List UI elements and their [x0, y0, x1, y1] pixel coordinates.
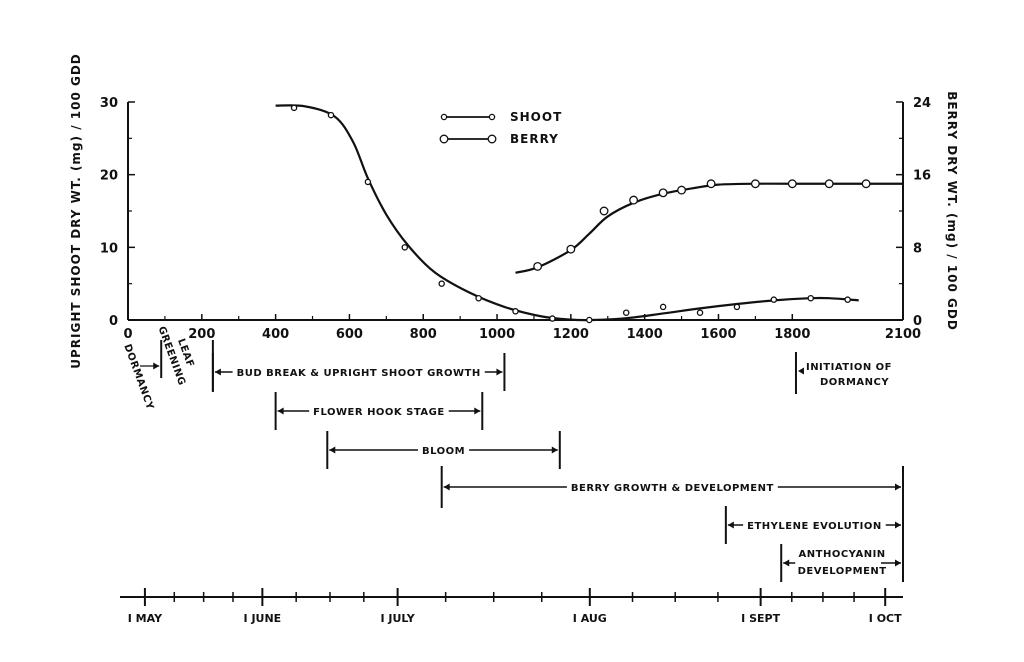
shoot-point	[327, 111, 335, 119]
berry-point	[566, 244, 576, 254]
berry-point	[533, 261, 543, 271]
shoot-point	[438, 280, 445, 287]
right-y-tick-label: 24	[913, 96, 931, 111]
left-y-tick-label: 20	[100, 169, 118, 184]
berry-legend-marker	[487, 134, 497, 144]
anthocyanin-arrow-left-head	[783, 559, 790, 567]
right-y-tick-label: 0	[913, 314, 922, 329]
x-tick-label: 600	[336, 327, 363, 342]
legend: SHOOT BERRY	[439, 110, 562, 146]
berry-point	[787, 179, 797, 189]
x-tick-label: 2100	[885, 327, 921, 342]
ethylene-label: ETHYLENE EVOLUTION	[747, 521, 882, 532]
right-y-axis-title: BERRY DRY WT. (mg) / 100 GDD	[945, 91, 959, 331]
left-y-tick-label: 30	[100, 96, 118, 111]
x-tick-label: 1000	[479, 327, 515, 342]
shoot-point	[622, 309, 630, 316]
berry-point	[658, 188, 668, 198]
bloom-label: BLOOM	[422, 446, 465, 457]
berry-growth-arrow-left-head	[443, 483, 450, 491]
flower-hook-label: FLOWER HOOK STAGE	[313, 407, 445, 418]
month-label: I JUNE	[244, 612, 282, 625]
x-tick-label: 1600	[700, 327, 736, 342]
berry-point	[629, 195, 639, 205]
anthocyanin-label-1: ANTHOCYANIN	[799, 549, 886, 560]
shoot-legend-label: SHOOT	[510, 110, 562, 124]
berry-legend-label: BERRY	[510, 132, 559, 146]
shoot-point	[733, 303, 741, 311]
month-label: I AUG	[573, 612, 607, 625]
shoot-point	[586, 316, 593, 324]
x-tick-label: 0	[123, 327, 132, 342]
shoot-legend-marker	[488, 113, 496, 121]
shoot-point	[549, 315, 556, 322]
berry-curve	[515, 182, 903, 274]
shoot-point	[770, 296, 778, 303]
month-label: I OCT	[869, 612, 902, 625]
dormancy-label: DORMANCY	[121, 343, 155, 412]
bud-break-arrow-right-head	[496, 368, 503, 376]
left-y-tick-label: 10	[100, 241, 118, 256]
axes-group: 0 200 400 600 800 1000 1200 1400 1600 1800 2100010…	[69, 53, 959, 369]
x-tick-label: 1200	[553, 327, 589, 342]
shoot-point	[475, 294, 482, 302]
anthocyanin-arrow-right-head	[895, 559, 901, 567]
shoot-point	[844, 296, 851, 303]
initiation-dormancy-arrow-head	[797, 367, 804, 375]
shoot-curve	[275, 104, 859, 322]
flower-hook-arrow-right-head	[474, 407, 481, 415]
right-y-tick-label: 8	[913, 241, 922, 256]
berry-point	[706, 179, 716, 189]
berry-point	[861, 179, 871, 189]
ethylene-arrow-right-head	[895, 521, 901, 529]
berry-point	[750, 179, 760, 189]
month-axis: I MAY I JUNE I JULY I AUG I SEPT I OCT	[120, 588, 903, 625]
berry-point	[599, 206, 609, 216]
berry-growth-arrow-right-head	[895, 483, 901, 491]
shoot-point	[659, 303, 667, 311]
anthocyanin-label-2: DEVELOPMENT	[798, 566, 887, 577]
points-group	[290, 104, 871, 324]
shoot-legend-marker	[440, 113, 448, 121]
shoot-point	[696, 309, 704, 316]
left-y-axis-title: UPRIGHT SHOOT DRY WT. (mg) / 100 GDD	[69, 53, 83, 369]
x-tick-label: 1400	[627, 327, 663, 342]
shoot-point	[807, 294, 814, 302]
shoot-point	[364, 178, 372, 186]
ethylene-arrow-left-head	[727, 521, 734, 529]
x-tick-label: 800	[410, 327, 437, 342]
flower-hook-arrow-left-head	[277, 407, 284, 415]
initiation-dormancy-label-1: INITIATION OF	[806, 362, 892, 373]
left-y-tick-label: 0	[109, 314, 118, 329]
month-label: I JULY	[380, 612, 415, 625]
shoot-point	[290, 104, 298, 112]
berry-growth-label: BERRY GROWTH & DEVELOPMENT	[571, 483, 774, 494]
shoot-point	[512, 308, 519, 315]
x-tick-label: 1800	[774, 327, 810, 342]
berry-point	[677, 185, 687, 195]
x-tick-label: 400	[262, 327, 289, 342]
x-tick-label: 200	[188, 327, 215, 342]
initiation-dormancy-label-2: DORMANCY	[820, 377, 889, 388]
bloom-arrow-right-head	[551, 446, 558, 454]
bloom-arrow-left-head	[329, 446, 336, 454]
bud-break-label: BUD BREAK & UPRIGHT SHOOT GROWTH	[237, 368, 481, 379]
right-y-tick-label: 16	[913, 169, 931, 184]
bud-break-arrow-left-head	[214, 368, 221, 376]
berry-point	[824, 179, 834, 189]
month-label: I SEPT	[741, 612, 780, 625]
shoot-point	[401, 244, 409, 251]
curves-group	[275, 104, 903, 322]
berry-legend-marker	[439, 134, 449, 144]
month-label: I MAY	[128, 612, 163, 625]
